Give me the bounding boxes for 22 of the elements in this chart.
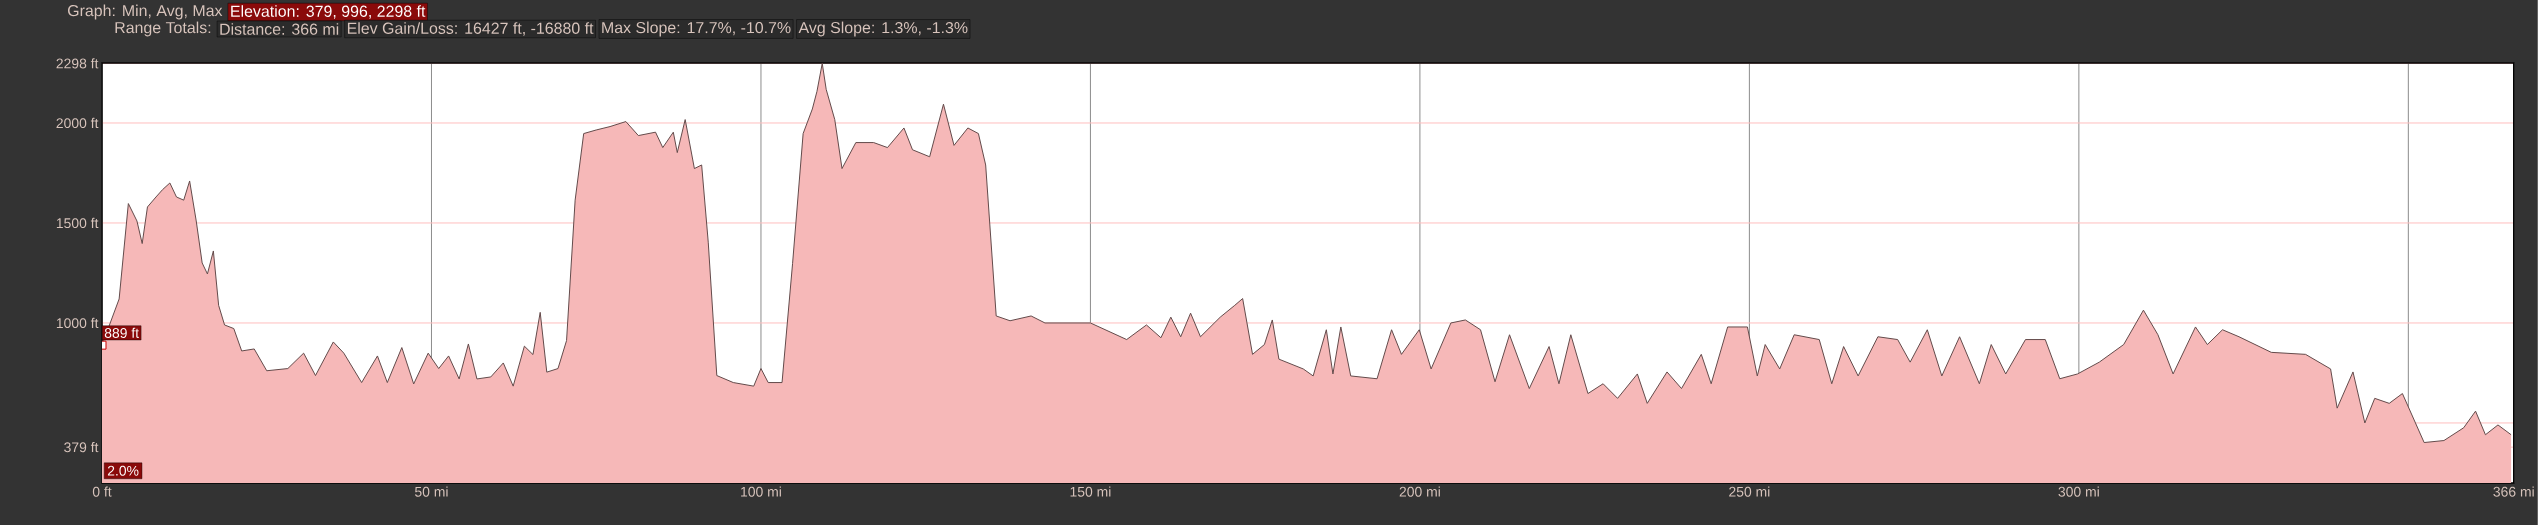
annotation: 2.0% [107,465,139,476]
x-tick-label: 250 mi [1729,486,1770,497]
x-tick-label: 150 mi [1070,486,1111,497]
x-tick-label: 300 mi [2058,486,2099,497]
text: Elevation: 379, 996, 2298 ft [231,5,426,19]
text: Max Slope: 17.7%, -10.7% [602,21,791,37]
x-tick-label: 366 mi [2493,486,2534,497]
y-tick-label: 1000 ft [56,317,99,329]
text: Distance: 366 mi [220,23,339,35]
annotation: 889 ft [104,327,139,338]
x-tick-label: 0 ft [92,486,112,497]
y-tick-label: 1500 ft [56,217,99,229]
text: Graph: Min, Avg, Max [68,4,223,20]
y-tick-label: 379 ft [64,442,99,453]
text: Elev Gain/Loss: 16427 ft, -16880 ft [347,22,594,36]
text: Avg Slope: 1.3%, -1.3% [798,21,968,37]
y-tick-label: 2298 ft [56,58,99,69]
y-tick-label: 2000 ft [56,117,99,129]
x-tick-label: 50 mi [414,486,448,497]
x-tick-label: 100 mi [741,486,781,497]
text: Range Totals: [115,21,211,37]
x-tick-label: 200 mi [1399,486,1440,497]
